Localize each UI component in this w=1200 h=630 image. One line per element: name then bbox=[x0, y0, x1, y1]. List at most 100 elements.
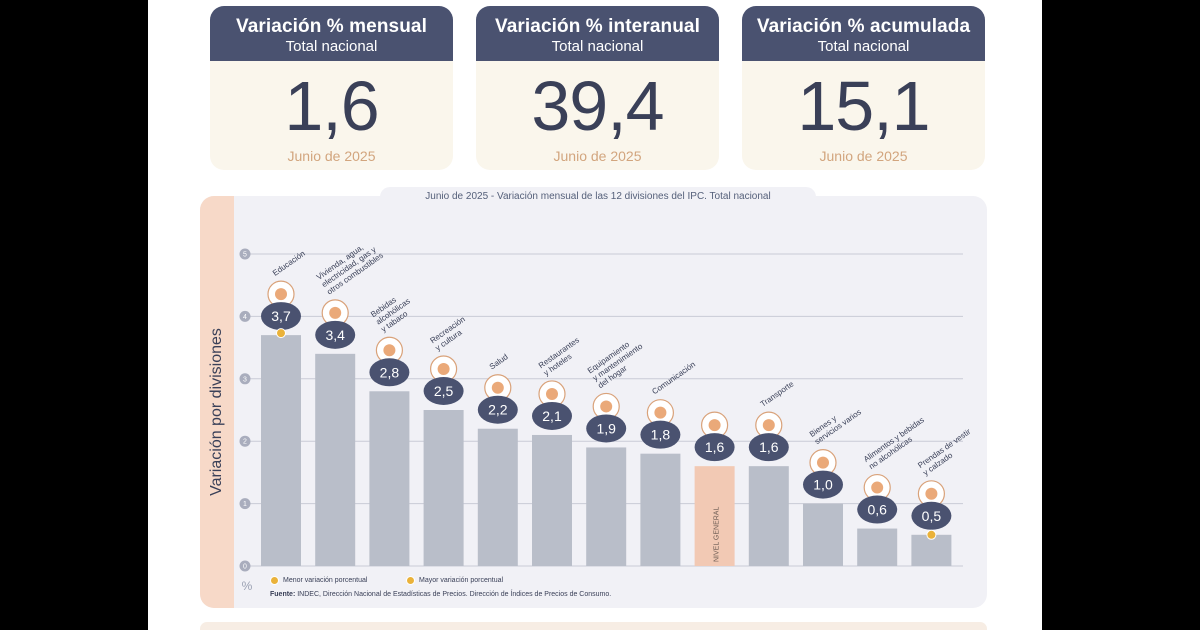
card-date: Junio de 2025 bbox=[287, 148, 376, 164]
category-label: Comunicación bbox=[650, 360, 697, 396]
category-label: Salud bbox=[488, 352, 510, 371]
card-header: Variación % interanual Total nacional bbox=[476, 6, 719, 61]
card-value: 39,4 bbox=[531, 67, 664, 145]
y-tick-label: 4 bbox=[243, 314, 247, 321]
value-badge bbox=[423, 377, 464, 405]
medical-cross-icon bbox=[484, 374, 512, 402]
plug-bulb-icon bbox=[321, 299, 349, 327]
highlight-bar-label: NIVEL GENERAL bbox=[714, 507, 721, 562]
card-title: Variación % interanual bbox=[495, 16, 700, 37]
card-header: Variación % mensual Total nacional bbox=[210, 6, 453, 61]
legend-max: Mayor variación porcentual bbox=[406, 576, 503, 585]
sofa-icon bbox=[592, 392, 620, 421]
category-label-line: Salud bbox=[488, 352, 510, 371]
max-variation-marker bbox=[276, 328, 286, 339]
y-unit-label: % bbox=[242, 579, 253, 593]
card-body: 39,4 Junio de 2025 bbox=[476, 61, 719, 170]
card-monthly-variation: Variación % mensual Total nacional 1,6 J… bbox=[210, 6, 453, 170]
legend-min-dot bbox=[270, 576, 279, 585]
category-label: Restaurantesy hoteles bbox=[537, 336, 586, 378]
bar bbox=[261, 335, 301, 566]
division-bar-chart: 0 1 2 3 4 5% 3,7 Educación 3,4 Vivienda, agua,ele… bbox=[239, 236, 978, 593]
card-interannual-variation: Variación % interanual Total nacional 39… bbox=[476, 6, 719, 170]
category-label: Recreacióny cultura bbox=[428, 315, 471, 353]
value-badge bbox=[911, 501, 952, 530]
value-label: 2,8 bbox=[380, 364, 400, 380]
bar bbox=[857, 528, 898, 566]
value-badge bbox=[640, 420, 681, 449]
y-tick-label: 1 bbox=[243, 501, 247, 508]
value-label: 2,5 bbox=[434, 383, 454, 399]
legend-min: Menor variación porcentual bbox=[270, 576, 367, 585]
chart-title: Junio de 2025 - Variación mensual de las… bbox=[380, 187, 816, 207]
y-tick-marker bbox=[239, 435, 251, 447]
value-badge bbox=[857, 495, 898, 524]
y-tick-marker bbox=[239, 310, 251, 322]
card-body: 1,6 Junio de 2025 bbox=[210, 61, 453, 170]
icon-glyph bbox=[329, 306, 342, 319]
card-date: Junio de 2025 bbox=[553, 148, 642, 164]
category-label: Prendas de vestiry calzado bbox=[916, 427, 978, 478]
y-tick-label: 3 bbox=[243, 376, 247, 383]
category-label-line: Educación bbox=[271, 249, 307, 278]
category-label-line: Comunicación bbox=[650, 360, 697, 396]
icon-glyph bbox=[654, 406, 667, 419]
y-tick-label: 0 bbox=[243, 564, 247, 571]
category-label: Bebidasalcohólicasy tabaco bbox=[369, 289, 417, 334]
chicken-icon bbox=[863, 473, 891, 502]
category-label: Equipamientoy mantenimientodel hogar bbox=[586, 334, 650, 390]
legend-max-label: Mayor variación porcentual bbox=[419, 577, 504, 584]
phone-icon bbox=[646, 399, 675, 427]
bar bbox=[694, 466, 735, 566]
category-label-line: Transporte bbox=[759, 379, 796, 409]
next-section-strip bbox=[200, 622, 987, 630]
value-label: 2,2 bbox=[488, 402, 508, 418]
icon-glyph bbox=[546, 387, 558, 400]
value-badge bbox=[532, 401, 572, 430]
icon-glyph bbox=[275, 288, 287, 301]
bar bbox=[477, 428, 518, 566]
bar bbox=[586, 447, 627, 566]
icon-glyph bbox=[925, 487, 938, 500]
card-title: Variación % mensual bbox=[236, 16, 427, 37]
y-tick-marker bbox=[239, 560, 251, 572]
card-body: 15,1 Junio de 2025 bbox=[742, 61, 985, 170]
bar bbox=[315, 353, 356, 566]
value-badge bbox=[803, 470, 843, 499]
icon-glyph bbox=[817, 456, 829, 469]
icon-glyph bbox=[708, 419, 721, 432]
card-subtitle: Total nacional bbox=[551, 38, 644, 55]
icon-glyph bbox=[491, 381, 504, 394]
icon-glyph bbox=[762, 419, 775, 432]
category-label-line: Alimentos y bebidas bbox=[862, 415, 926, 463]
category-label: Bienes yservicios varios bbox=[808, 400, 863, 446]
shirt-icon bbox=[917, 480, 946, 508]
bar bbox=[911, 534, 952, 566]
card-header: Variación % acumulada Total nacional bbox=[742, 6, 985, 61]
card-title: Variación % acumulada bbox=[756, 16, 971, 37]
card-value: 1,6 bbox=[284, 67, 379, 145]
y-tick-label: 2 bbox=[243, 439, 247, 446]
card-subtitle: Total nacional bbox=[285, 38, 378, 55]
icon-glyph bbox=[600, 400, 613, 413]
value-badge bbox=[261, 302, 301, 331]
icon-glyph bbox=[437, 363, 450, 375]
value-label: 3,4 bbox=[325, 327, 345, 343]
bar bbox=[532, 434, 572, 566]
chart-source: Fuente: INDEC, Dirección Nacional de Est… bbox=[270, 591, 611, 598]
bar bbox=[369, 391, 410, 566]
y-tick-marker bbox=[239, 373, 251, 385]
icon-glyph bbox=[871, 481, 884, 494]
source-text: INDEC, Dirección Nacional de Estadística… bbox=[297, 591, 612, 598]
category-label: Educación bbox=[271, 249, 307, 278]
value-label: 1,8 bbox=[651, 427, 671, 443]
category-label: Vivienda, agua,electricidad, gas yotros … bbox=[315, 236, 385, 296]
value-label: 2,1 bbox=[542, 408, 562, 424]
value-badge bbox=[748, 433, 789, 462]
value-label: 1,6 bbox=[705, 439, 725, 455]
value-badge bbox=[477, 395, 518, 424]
value-badge bbox=[694, 433, 735, 462]
value-label: 1,9 bbox=[596, 420, 616, 436]
min-variation-marker bbox=[926, 529, 937, 540]
y-tick-marker bbox=[239, 248, 251, 260]
